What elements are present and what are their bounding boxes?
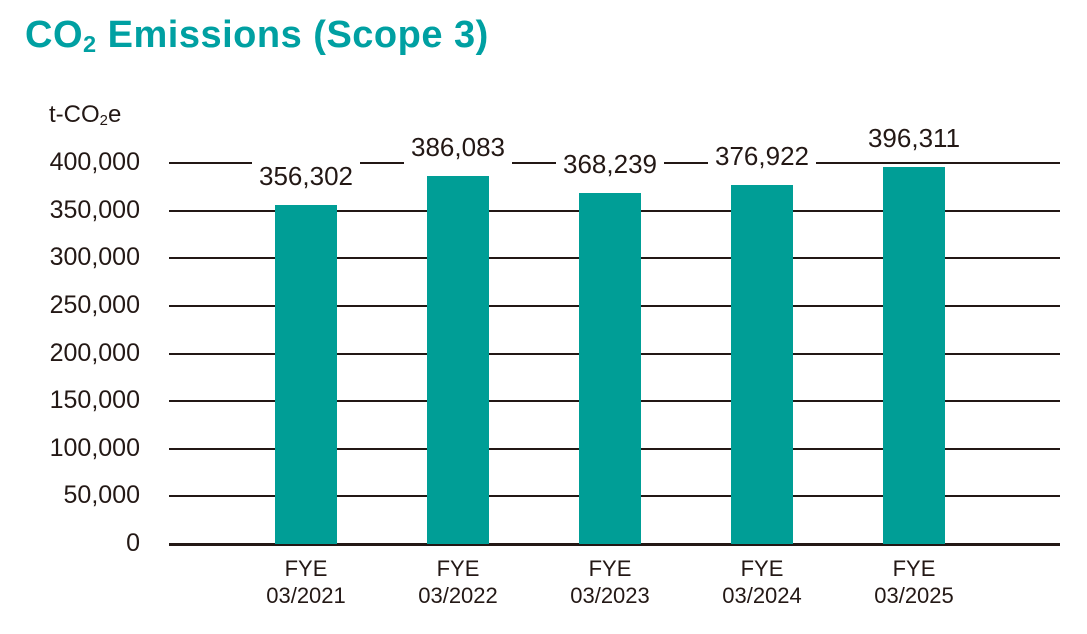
x-tick-label: FYE 03/2025 xyxy=(874,555,954,609)
x-tick-line1: FYE xyxy=(892,556,936,581)
chart-title-text: CO xyxy=(25,14,83,56)
y-tick-label: 300,000 xyxy=(49,243,140,272)
y-tick-label: 250,000 xyxy=(49,290,140,319)
bar xyxy=(731,184,793,544)
bar xyxy=(275,204,337,544)
unit-label-text-rest: e xyxy=(107,101,122,128)
x-tick-label: FYE 03/2021 xyxy=(266,555,346,609)
y-tick-label: 200,000 xyxy=(49,338,140,367)
chart-title-subscript: 2 xyxy=(83,30,97,57)
x-tick-line2: 03/2023 xyxy=(570,583,650,608)
x-tick-label: FYE 03/2022 xyxy=(418,555,498,609)
bar-value-label: 386,083 xyxy=(404,129,512,167)
x-tick-line2: 03/2021 xyxy=(266,583,346,608)
bar-value-label: 396,311 xyxy=(860,119,968,157)
y-axis-unit-label: t-CO2e xyxy=(49,101,121,129)
y-tick-label: 0 xyxy=(126,528,140,557)
y-tick-label: 400,000 xyxy=(49,147,140,176)
bar-value-label: 368,239 xyxy=(556,146,664,184)
chart-title-text-rest: Emissions (Scope 3) xyxy=(96,14,489,56)
x-tick-line2: 03/2024 xyxy=(722,583,802,608)
unit-label-subscript: 2 xyxy=(99,112,108,129)
x-tick-line1: FYE xyxy=(588,556,632,581)
x-tick-line1: FYE xyxy=(740,556,784,581)
x-tick-line2: 03/2025 xyxy=(874,583,954,608)
x-axis-line xyxy=(169,543,1060,546)
x-tick-line1: FYE xyxy=(436,556,480,581)
x-tick-label: FYE 03/2024 xyxy=(722,555,802,609)
bar xyxy=(883,166,945,544)
y-tick-label: 150,000 xyxy=(49,386,140,415)
chart-title: CO2 Emissions (Scope 3) xyxy=(25,14,489,57)
y-tick-label: 350,000 xyxy=(49,195,140,224)
bar xyxy=(427,176,489,544)
unit-label-text: t-CO xyxy=(49,101,100,128)
y-tick-label: 100,000 xyxy=(49,433,140,462)
x-tick-line2: 03/2022 xyxy=(418,583,498,608)
y-tick-label: 50,000 xyxy=(63,481,140,510)
x-tick-line1: FYE xyxy=(284,556,328,581)
bar xyxy=(579,193,641,544)
bar-value-label: 356,302 xyxy=(252,157,360,195)
x-tick-label: FYE 03/2023 xyxy=(570,555,650,609)
bar-value-label: 376,922 xyxy=(708,137,816,175)
